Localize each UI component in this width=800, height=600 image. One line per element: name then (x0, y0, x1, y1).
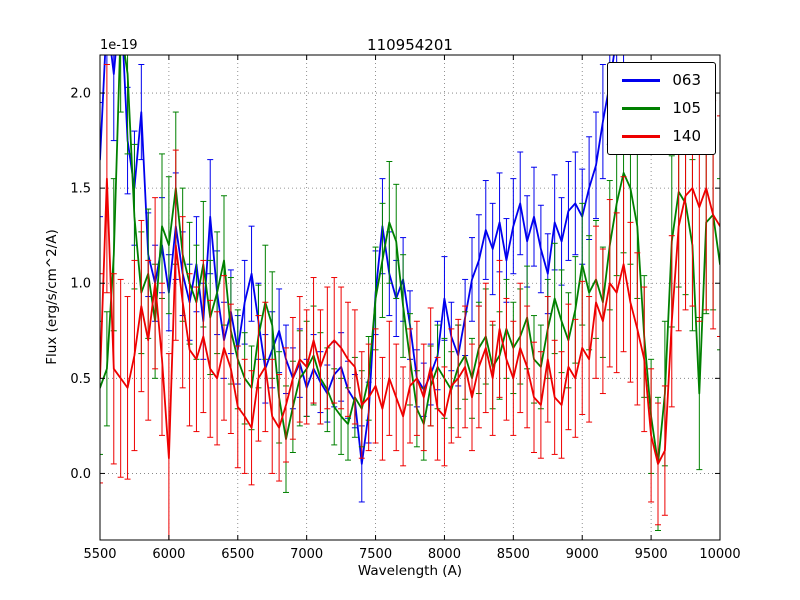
x-tick-label: 7000 (290, 547, 323, 562)
legend-label-105: 105 (672, 99, 701, 117)
x-tick-label: 8500 (497, 547, 530, 562)
x-tick-label: 5500 (83, 547, 116, 562)
legend-item-063: 063 (622, 73, 701, 88)
legend-label-140: 140 (672, 127, 701, 145)
y-tick-label: 0.0 (70, 467, 91, 482)
y-tick-label: 0.5 (70, 372, 91, 387)
y-tick-label: 2.0 (70, 87, 91, 102)
x-tick-label: 7500 (359, 547, 392, 562)
x-tick-label: 9000 (566, 547, 599, 562)
legend-label-063: 063 (672, 71, 701, 89)
x-tick-label: 8000 (428, 547, 461, 562)
legend-item-105: 105 (622, 101, 701, 116)
legend-item-140: 140 (622, 129, 701, 144)
x-tick-label: 10000 (699, 547, 740, 562)
y-axis-label: Flux (erg/s/cm^2/A) (44, 229, 60, 365)
y-tick-label: 1.5 (70, 182, 91, 197)
legend-line-063 (622, 79, 661, 82)
x-axis-label: Wavelength (A) (357, 563, 463, 579)
x-tick-label: 9500 (635, 547, 668, 562)
x-tick-label: 6000 (152, 547, 185, 562)
y-axis-offset-label: 1e-19 (100, 38, 138, 53)
legend: 063 105 140 (607, 62, 716, 155)
x-tick-label: 6500 (221, 547, 254, 562)
legend-line-105 (622, 107, 661, 110)
legend-line-140 (622, 135, 661, 138)
y-tick-label: 1.0 (70, 277, 91, 292)
plot-title: 110954201 (367, 36, 453, 54)
